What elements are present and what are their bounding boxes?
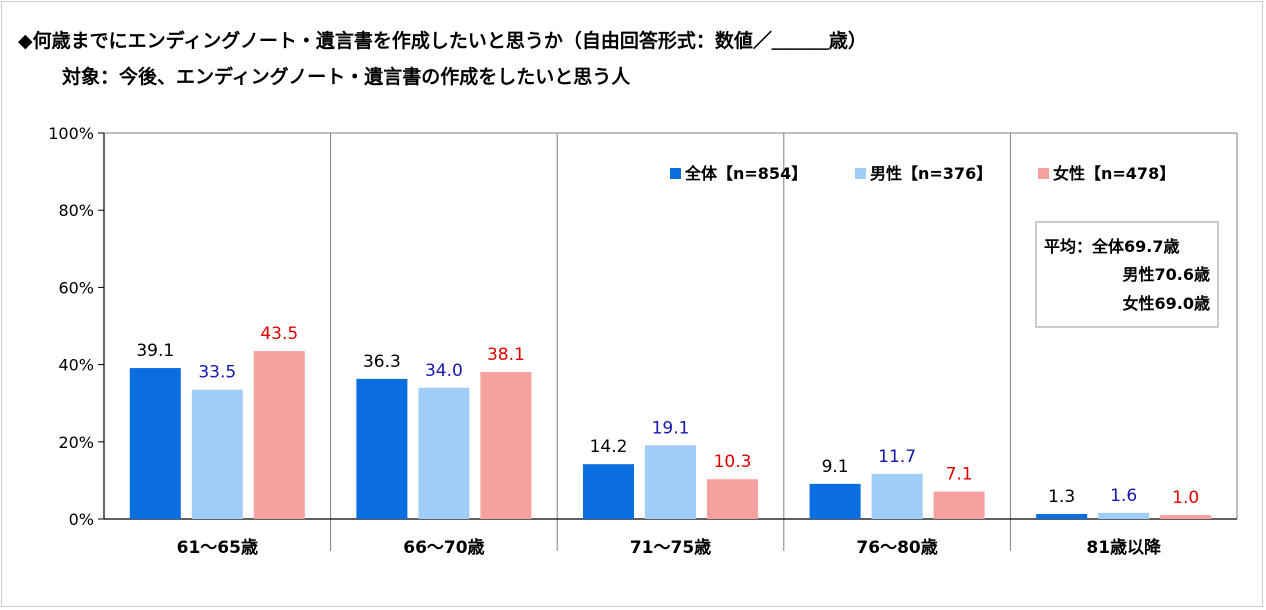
bar: [707, 479, 758, 519]
bar-value-label: 36.3: [363, 352, 401, 372]
bar: [1098, 512, 1150, 519]
y-axis: 0% 20% 40% 60% 80% 100%: [48, 124, 105, 529]
x-category-label: 61～65歳: [177, 537, 258, 558]
x-category-label: 76～80歳: [856, 537, 937, 558]
y-tick-label: 80%: [58, 201, 94, 220]
y-tick-label: 40%: [58, 356, 94, 375]
bar-value-label: 14.2: [590, 437, 628, 457]
x-category-label: 71～75歳: [630, 537, 711, 558]
average-note: 平均：全体69.7歳 男性70.6歳 女性69.0歳: [1035, 221, 1219, 328]
x-axis: 61～65歳 66～70歳 71～75歳 76～80歳 81歳以降: [104, 518, 1237, 558]
legend-label: 女性【n=478】: [1053, 164, 1175, 183]
legend-swatch: [855, 168, 866, 179]
bar: [871, 473, 923, 519]
average-note-line-3: 女性69.0歳: [1123, 294, 1210, 313]
bar-value-label: 1.6: [1110, 486, 1137, 506]
bar: [253, 351, 305, 519]
bar: [356, 378, 408, 519]
bar: [1160, 515, 1212, 519]
average-note-line-1: 平均：全体69.7歳: [1044, 237, 1179, 256]
average-note-line-2: 男性70.6歳: [1123, 265, 1210, 284]
bar-value-label: 38.1: [487, 345, 525, 365]
bar: [583, 464, 634, 519]
y-tick-label: 100%: [48, 124, 94, 143]
data-labels: 39.1 36.3 14.2 9.1 1.3 33.5 34.0 19.1 11.7 1.6 43.…: [136, 324, 1199, 508]
x-category-label: 81歳以降: [1086, 537, 1162, 558]
y-tick-label: 20%: [58, 433, 94, 452]
bar: [480, 371, 532, 519]
legend-swatch: [670, 168, 681, 179]
bar-value-label: 10.3: [714, 452, 752, 472]
chart-subtitle: 対象：今後、エンディングノート・遺言書の作成をしたいと思う人: [61, 65, 631, 88]
chart-title: ◆何歳までにエンディングノート・遺言書を作成したいと思うか（自由回答形式：数値／…: [18, 29, 867, 52]
bar-value-label: 39.1: [136, 341, 174, 361]
y-tick-label: 0%: [69, 510, 94, 529]
bar-group: [129, 351, 1212, 519]
bar-value-label: 9.1: [822, 457, 849, 477]
bar: [418, 387, 470, 519]
bar-value-label: 7.1: [946, 465, 973, 485]
x-category-label: 66～70歳: [403, 537, 484, 558]
plot-area: [104, 132, 1238, 551]
legend-swatch: [1038, 168, 1049, 179]
bar-value-label: 1.0: [1172, 488, 1199, 508]
bar: [129, 368, 181, 519]
y-tick-label: 60%: [58, 278, 94, 297]
bar: [1036, 513, 1088, 519]
average-note-box: [1035, 221, 1219, 328]
legend-label: 男性【n=376】: [870, 164, 992, 183]
bar-value-label: 1.3: [1048, 487, 1075, 507]
bar: [933, 491, 985, 519]
legend-label: 全体【n=854】: [684, 164, 807, 183]
bar-value-label: 11.7: [878, 447, 916, 467]
bar-value-label: 19.1: [652, 418, 690, 438]
legend: 全体【n=854】 男性【n=376】 女性【n=478】: [670, 164, 1175, 183]
bar-value-label: 34.0: [425, 361, 463, 381]
bar: [809, 483, 861, 519]
bar-value-label: 33.5: [198, 363, 236, 383]
bar: [191, 389, 243, 519]
bar: [645, 445, 696, 519]
bar-value-label: 43.5: [260, 324, 298, 344]
